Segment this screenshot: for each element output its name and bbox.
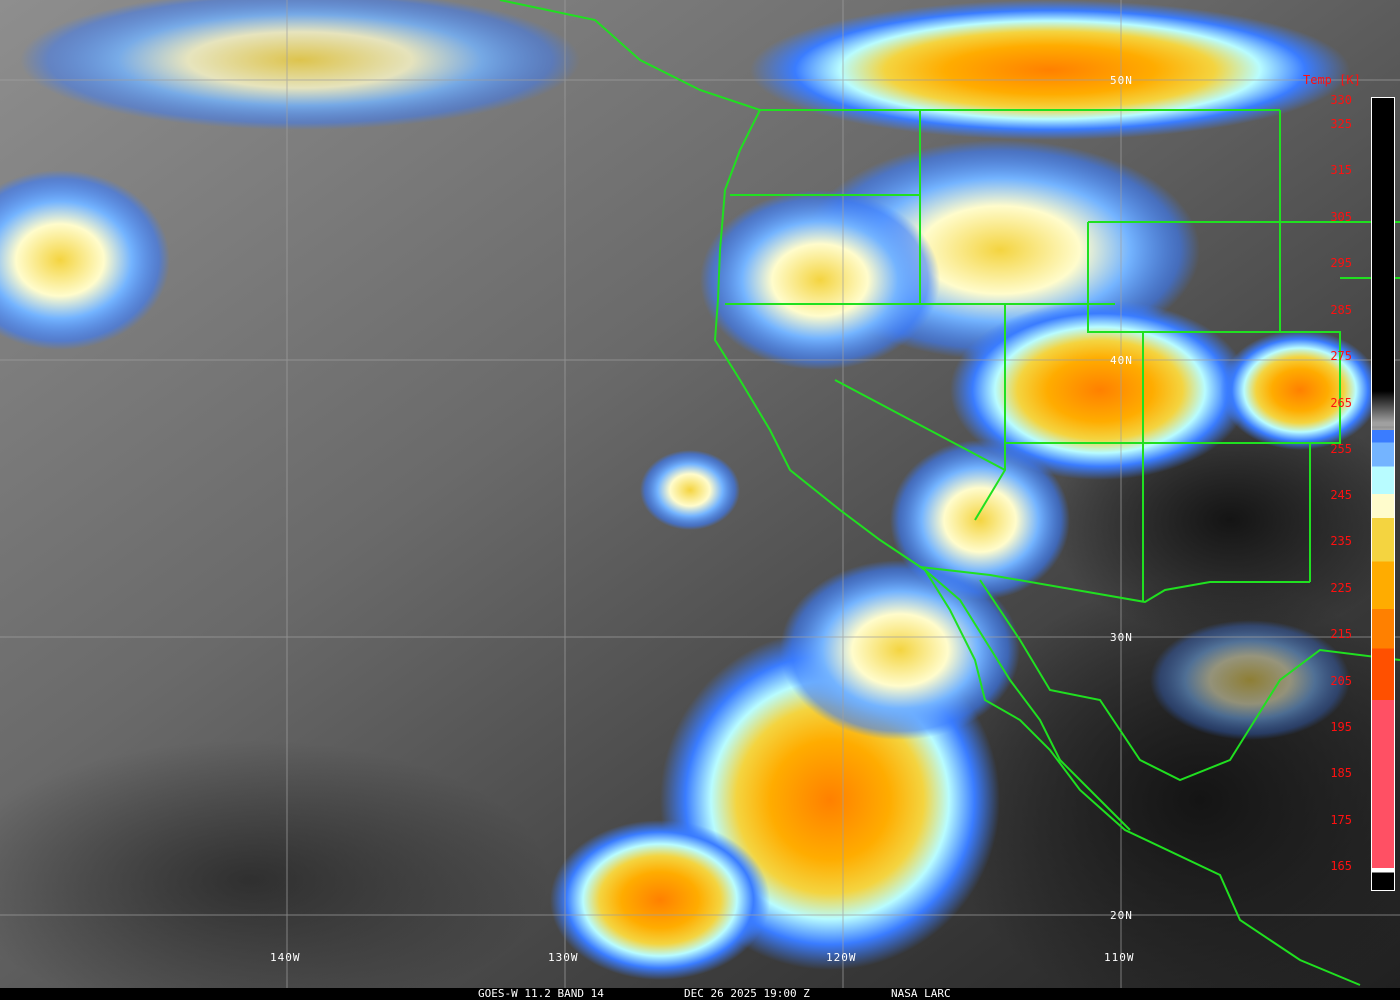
- colorbar-tick-label: 295: [1330, 256, 1352, 270]
- colorbar-tick-label: 215: [1330, 627, 1352, 641]
- political-borders: [499, 0, 1400, 986]
- colorbar-tick-label: 195: [1330, 720, 1352, 734]
- lat-label-20n: 20N: [1110, 909, 1133, 922]
- baja-coastline: [924, 569, 1131, 831]
- lat-label-40n: 40N: [1110, 354, 1133, 367]
- colorbar-tick-label: 225: [1330, 581, 1352, 595]
- colorbar-tick-label: 255: [1330, 442, 1352, 456]
- colorbar-tick-label: 265: [1330, 396, 1352, 410]
- colorbar-tick-label: 325: [1330, 117, 1352, 131]
- satellite-band-label: GOES-W 11.2 BAND 14: [478, 987, 604, 1000]
- colorbar-tick-label: 330: [1330, 93, 1352, 107]
- lon-label-130w: 130W: [548, 951, 579, 964]
- lat-label-50n: 50N: [1110, 74, 1133, 87]
- colorbar-tick-label: 315: [1330, 163, 1352, 177]
- lon-label-120w: 120W: [826, 951, 857, 964]
- mexico-coastline: [979, 579, 1400, 782]
- lon-label-110w: 110W: [1104, 951, 1135, 964]
- colorbar-tick-label: 235: [1330, 534, 1352, 548]
- coastline: [499, 0, 1361, 986]
- credit-label: NASA LARC: [891, 987, 951, 1000]
- temperature-colorbar: [1371, 97, 1395, 891]
- wy-border: [1087, 221, 1281, 333]
- colorbar-tick-label: 205: [1330, 674, 1352, 688]
- colorbar-tick-label: 245: [1330, 488, 1352, 502]
- nv-border: [974, 304, 1006, 521]
- colorbar-title: Temp [K]: [1303, 73, 1361, 87]
- colorbar-tick-label: 275: [1330, 349, 1352, 363]
- lat-label-30n: 30N: [1110, 631, 1133, 644]
- colorbar-tick-label: 175: [1330, 813, 1352, 827]
- caption-bar: GOES-W 11.2 BAND 14 DEC 26 2025 19:00 Z …: [0, 988, 1400, 1000]
- datetime-label: DEC 26 2025 19:00 Z: [684, 987, 810, 1000]
- colorbar-tick-label: 165: [1330, 859, 1352, 873]
- colorbar-tick-label: 185: [1330, 766, 1352, 780]
- colorbar-tick-label: 305: [1330, 210, 1352, 224]
- ca-nv-border: [834, 379, 1006, 471]
- lon-label-140w: 140W: [270, 951, 301, 964]
- us-mexico-border: [919, 566, 1310, 604]
- mt-border: [1279, 110, 1400, 223]
- colorbar-tick-label: 285: [1330, 303, 1352, 317]
